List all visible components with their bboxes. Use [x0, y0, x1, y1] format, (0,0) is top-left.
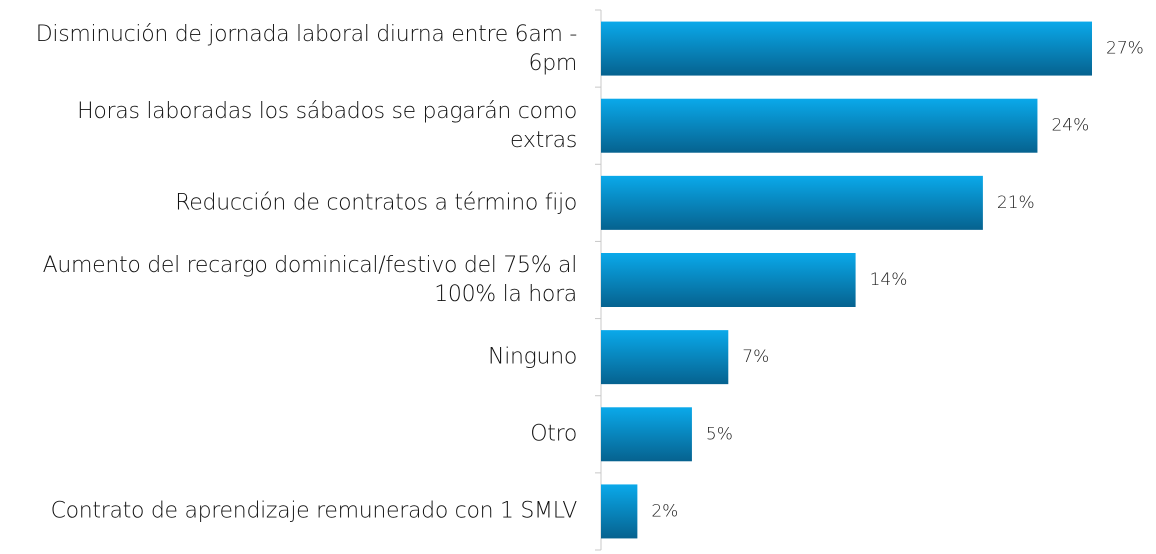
value-label: 24%	[1051, 116, 1089, 136]
value-label: 14%	[870, 270, 908, 290]
category-label: Otro	[530, 421, 577, 447]
bar	[601, 330, 729, 385]
bar	[601, 98, 1038, 153]
category-label: Horas laboradas los sábados se pagarán c…	[77, 98, 577, 153]
value-label: 27%	[1106, 39, 1144, 59]
value-label: 5%	[706, 424, 733, 444]
value-label: 21%	[997, 193, 1035, 213]
bar	[601, 484, 638, 539]
category-label: Contrato de aprendizaje remunerado con 1…	[50, 498, 578, 524]
bar	[601, 407, 692, 462]
category-label: Reducción de contratos a término fijo	[175, 190, 577, 216]
category-label: Aumento del recargo dominical/festivo de…	[42, 253, 578, 307]
category-label: Ninguno	[488, 344, 577, 370]
bar	[601, 175, 983, 230]
bar	[601, 253, 856, 307]
category-label: Disminución de jornada laboral diurna en…	[35, 21, 578, 76]
value-label: 7%	[742, 347, 769, 367]
value-label: 2%	[651, 501, 678, 521]
bar	[601, 21, 1092, 76]
